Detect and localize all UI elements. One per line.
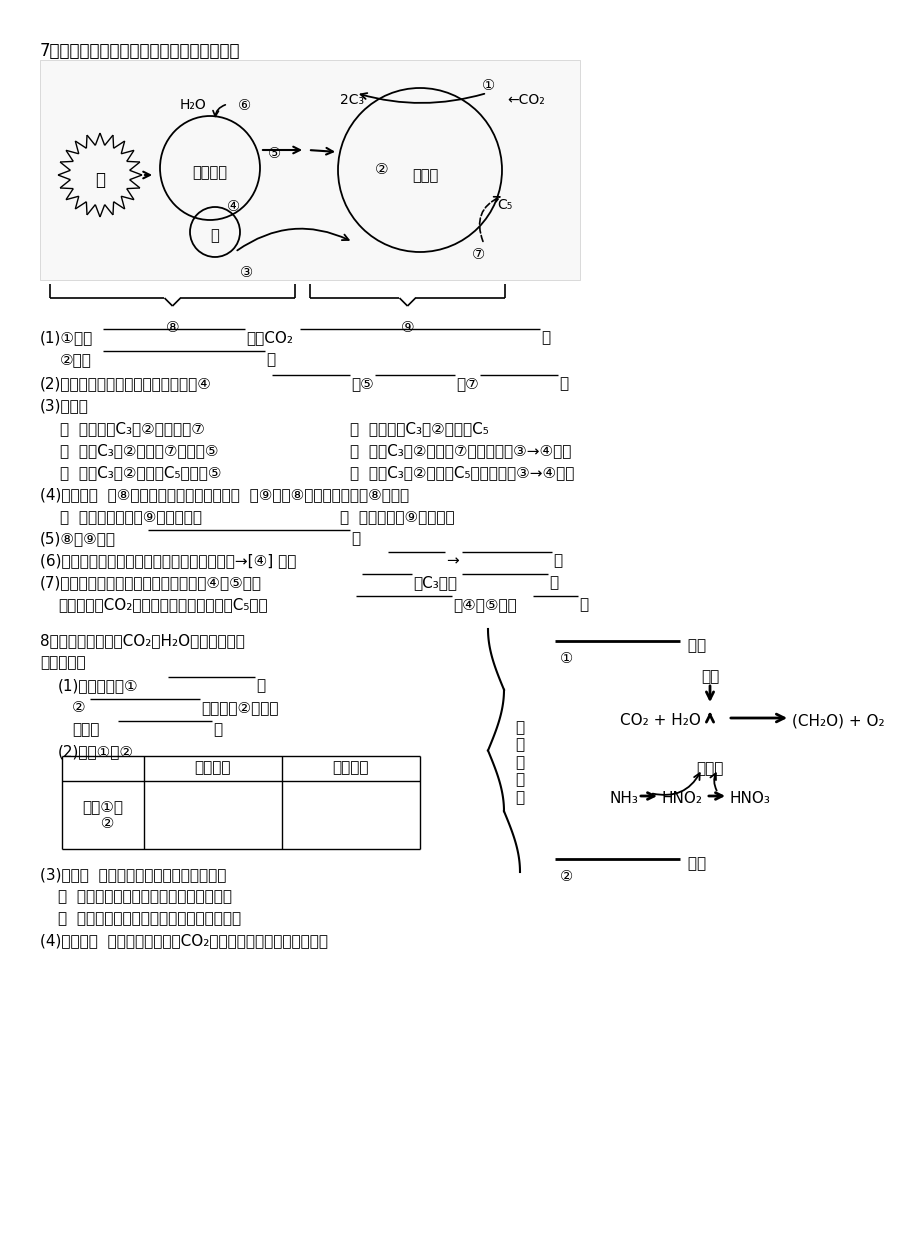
Text: 多种酶: 多种酶 [412,169,437,184]
Text: 作用: 作用 [682,857,706,872]
Text: 生物如: 生物如 [72,722,99,737]
Text: 光能: 光能 [700,669,719,684]
Text: 。: 。 [540,330,550,345]
Text: ⑤: ⑤ [267,147,281,161]
Text: 。: 。 [578,597,587,612]
Text: 两种类型。: 两种类型。 [40,655,85,669]
Text: （  ）一部分C₃经②转变成C₅: （ ）一部分C₃经②转变成C₅ [349,421,488,436]
Text: NH₃: NH₃ [609,791,638,806]
Text: C₅: C₅ [496,197,512,212]
Text: (1)①叫做: (1)①叫做 [40,330,93,345]
Text: →: → [446,553,459,568]
Text: （  ）蓝藻没有叶绿体，不能进行光合作用: （ ）蓝藻没有叶绿体，不能进行光合作用 [58,889,232,904]
Text: ，⑦: ，⑦ [456,376,478,391]
Text: ②: ② [375,161,388,178]
Text: 作用: 作用 [682,638,706,653]
Text: 不同之处: 不同之处 [333,760,369,775]
Text: 。: 。 [552,553,562,568]
Text: ，④、⑤的量: ，④、⑤的量 [452,597,516,612]
Text: HNO₃: HNO₃ [729,791,770,806]
Text: H₂O: H₂O [180,98,207,112]
Text: 若突然停止CO₂供应，其它条件不变，则C₅的量: 若突然停止CO₂供应，其它条件不变，则C₅的量 [58,597,267,612]
Text: ⑥: ⑥ [238,98,251,113]
Text: （  ）没有光照时，⑨有可能发生: （ ）没有光照时，⑨有可能发生 [60,509,202,524]
Text: （  ）有光照时⑨不能进行: （ ）有光照时⑨不能进行 [340,509,454,524]
Text: 酶: 酶 [210,229,219,243]
Text: 比较①、
  ②: 比较①、 ② [83,799,123,831]
Text: ②: ② [72,700,85,715]
Text: (2)写出以下相应数字所代表的名称：④: (2)写出以下相应数字所代表的名称：④ [40,376,211,391]
FancyBboxPatch shape [40,60,579,279]
Text: (6)光合作用过程中，能量的转移途径是：光能→[④] 中的: (6)光合作用过程中，能量的转移途径是：光能→[④] 中的 [40,553,296,568]
Text: ①: ① [482,78,494,93]
Text: (1)写出名称：①: (1)写出名称：① [58,678,139,693]
Text: (4)判断：（  ）⑧的发生必须具备光照条件（  ）⑨需要⑧的结果，不需要⑧的条件: (4)判断：（ ）⑧的发生必须具备光照条件（ ）⑨需要⑧的结果，不需要⑧的条件 [40,487,409,502]
Text: （  ）所有的C₃经②都转变成⑦: （ ）所有的C₃经②都转变成⑦ [60,421,205,436]
Text: (CH₂O) + O₂: (CH₂O) + O₂ [791,713,884,728]
Text: （  ）若C₃经②转变成C₅，需要发生③→④过程: （ ）若C₃经②转变成C₅，需要发生③→④过程 [349,465,573,479]
Text: ←CO₂: ←CO₂ [506,93,544,107]
Text: 自
养
型
生
物: 自 养 型 生 物 [515,720,524,805]
Text: ，即CO₂: ，即CO₂ [245,330,292,345]
Text: ，: ， [255,678,265,693]
Text: (3)判断（  ）蓝藻、硝化细菌都是原核生物: (3)判断（ ）蓝藻、硝化细菌都是原核生物 [40,867,226,882]
Text: 8．右图是将无机物CO₂、H₂O合成有机物的: 8．右图是将无机物CO₂、H₂O合成有机物的 [40,633,244,648]
Text: 2C₃: 2C₃ [340,93,364,107]
Text: ⑦: ⑦ [471,247,484,262]
Text: 光: 光 [95,171,105,189]
Text: 7．阅读下面的光合作用过程图解，回答问题: 7．阅读下面的光合作用过程图解，回答问题 [40,42,240,60]
Text: 。: 。 [351,532,359,546]
Text: (2)比较①、②: (2)比较①、② [58,744,134,759]
Text: ③: ③ [240,265,253,279]
Text: ④: ④ [227,199,240,214]
Text: ，C₃的量: ，C₃的量 [413,575,457,590]
Text: ⑨: ⑨ [401,320,414,335]
Text: ①: ① [560,651,573,666]
Text: ②: ② [560,869,573,884]
Text: （  ）若C₃经②转变成⑦，需要⑤: （ ）若C₃经②转变成⑦，需要⑤ [60,443,219,458]
Text: ②叫做: ②叫做 [60,351,92,366]
Text: (3)判断：: (3)判断： [40,397,89,414]
Text: （  ）硝化细菌无线粒体，不能进行有氧呼吸: （ ）硝化细菌无线粒体，不能进行有氧呼吸 [58,910,241,927]
Text: (7)若突然停止光照，其它条件不变，则④、⑤的量: (7)若突然停止光照，其它条件不变，则④、⑤的量 [40,575,262,590]
Text: 。能进行②类型的: 。能进行②类型的 [200,700,278,715]
Text: 色素分子: 色素分子 [192,165,227,180]
Text: ；: ； [549,575,558,590]
Text: ，⑤: ，⑤ [351,376,373,391]
Text: 相同之处: 相同之处 [195,760,231,775]
Text: 。: 。 [213,722,221,737]
Text: 。: 。 [559,376,568,391]
Text: (5)⑧为⑨提供: (5)⑧为⑨提供 [40,532,116,546]
Text: （  ）若C₃经②转变成⑦，需要发生③→④过程: （ ）若C₃经②转变成⑦，需要发生③→④过程 [349,443,571,458]
Text: 。: 。 [266,351,275,366]
Text: (4)判断：（  ）适当提高环境中CO₂浓度，有利于增加农作物产量: (4)判断：（ ）适当提高环境中CO₂浓度，有利于增加农作物产量 [40,933,328,948]
Text: CO₂ + H₂O: CO₂ + H₂O [619,713,700,728]
Text: （  ）若C₃经②转变成C₅，需要⑤: （ ）若C₃经②转变成C₅，需要⑤ [60,465,221,479]
Text: 化学能: 化学能 [696,761,723,776]
Text: ⑧: ⑧ [165,320,179,335]
Text: HNO₂: HNO₂ [662,791,702,806]
